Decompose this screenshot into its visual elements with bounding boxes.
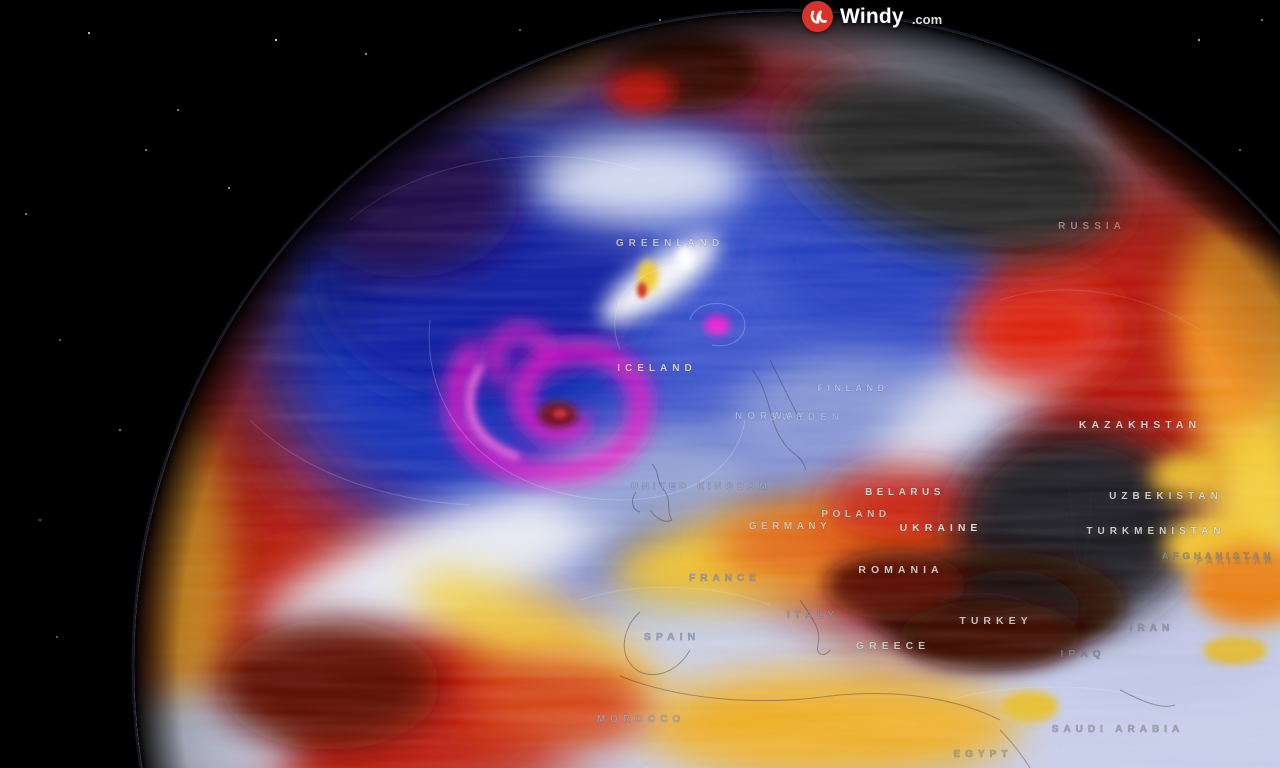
star	[658, 18, 662, 22]
windy-logo[interactable]: Windy .com	[802, 1, 942, 32]
starfield	[24, 18, 1264, 639]
atmosphere-rim	[131, 8, 1280, 768]
globe-surface[interactable]: GREENLANDICELANDFINLANDNORWAYSWEDENUNITE…	[60, 0, 1280, 768]
star	[1238, 148, 1242, 152]
star	[38, 518, 42, 522]
logo-brand-text: Windy	[840, 4, 904, 28]
star	[364, 52, 368, 56]
star	[227, 186, 231, 190]
star	[87, 31, 91, 35]
star	[176, 108, 180, 112]
windy-swirl-icon	[802, 1, 833, 32]
star	[144, 148, 148, 152]
star	[58, 338, 62, 342]
star	[118, 428, 122, 432]
star	[518, 28, 522, 32]
star	[274, 38, 278, 42]
logo-tld-text: .com	[911, 12, 943, 27]
star	[24, 212, 28, 216]
star	[1260, 18, 1264, 22]
star	[1197, 38, 1201, 42]
star	[55, 635, 59, 639]
